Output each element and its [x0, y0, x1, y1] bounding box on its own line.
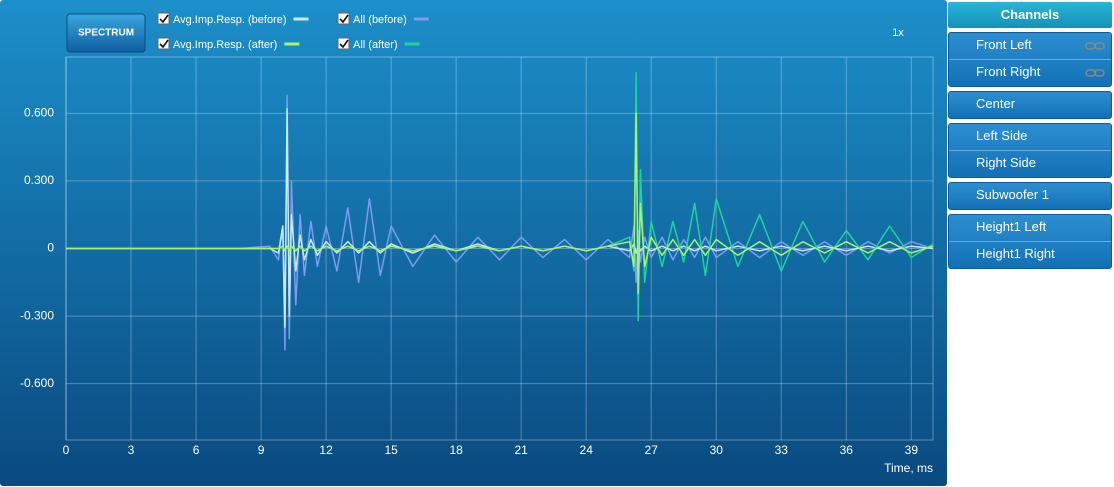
x-tick-label: 36 [840, 443, 854, 457]
checkbox[interactable] [337, 12, 350, 25]
checkmark[interactable] [339, 14, 349, 24]
channel-item[interactable]: Height1 Right [949, 241, 1111, 268]
channel-group: Height1 Left Height1 Right [948, 214, 1112, 269]
channel-item[interactable]: Front Left [949, 33, 1111, 59]
channels-panel: Channels Front Left Front Right Center Left… [948, 2, 1112, 269]
channel-group: Left Side Right Side [948, 123, 1112, 178]
channel-group: Front Left Front Right [948, 32, 1112, 87]
x-tick-label: 39 [905, 443, 919, 457]
x-tick-label: 30 [710, 443, 724, 457]
series-line [66, 94, 934, 351]
spectrum-button[interactable] [66, 13, 146, 53]
channel-item[interactable]: Center [976, 96, 1016, 111]
x-tick-label: 33 [775, 443, 789, 457]
channel-item[interactable]: Front Right [949, 59, 1111, 86]
checkmark[interactable] [159, 14, 169, 24]
checkbox[interactable] [157, 37, 170, 50]
y-tick-label: 0.600 [24, 105, 54, 119]
link-ring [1085, 42, 1096, 50]
checkbox[interactable] [157, 12, 170, 25]
channel-item[interactable]: Subwoofer 1 [976, 187, 1049, 202]
link-icon[interactable] [1085, 41, 1105, 51]
channel-item[interactable]: Right Side [949, 150, 1111, 177]
checkmark[interactable] [159, 39, 169, 49]
y-tick-label: 0 [47, 241, 54, 255]
legend-label[interactable]: Avg.Imp.Resp. (before) [173, 14, 287, 26]
channel-group: Subwoofer 1 [948, 182, 1112, 210]
y-tick-label: -0.300 [20, 308, 54, 322]
link-ring [1094, 42, 1105, 50]
checkmark[interactable] [339, 39, 349, 49]
x-axis-label: Time, ms [884, 461, 933, 475]
link-ring [1085, 69, 1096, 77]
x-tick-label: 12 [319, 443, 333, 457]
y-tick-label: -0.600 [20, 376, 54, 390]
y-tick-label: 0.300 [24, 173, 54, 187]
x-tick-label: 21 [514, 443, 528, 457]
x-tick-label: 0 [63, 443, 70, 457]
legend-label[interactable]: All (before) [353, 14, 407, 26]
series-line [66, 112, 934, 295]
link-ring [1094, 69, 1105, 77]
x-tick-label: 15 [384, 443, 398, 457]
zoom-label[interactable]: 1x [892, 27, 904, 39]
x-tick-label: 18 [449, 443, 463, 457]
checkbox[interactable] [337, 37, 350, 50]
channel-group: Center [948, 91, 1112, 119]
x-tick-label: 9 [258, 443, 265, 457]
x-tick-label: 24 [580, 443, 594, 457]
legend-label[interactable]: All (after) [353, 39, 398, 51]
link-icon[interactable] [1085, 68, 1105, 78]
chart: SPECTRUM 1x Time, ms -0.600 -0.300 0 0.300 0… [0, 0, 947, 486]
x-tick-label: 6 [193, 443, 200, 457]
channel-item[interactable]: Height1 Left [976, 219, 1047, 234]
channels-title: Channels [948, 2, 1112, 28]
x-tick-label: 3 [128, 443, 135, 457]
channel-item[interactable]: Left Side [976, 128, 1028, 143]
x-tick-label: 27 [645, 443, 659, 457]
legend-label[interactable]: Avg.Imp.Resp. (after) [173, 39, 277, 51]
button-label[interactable]: SPECTRUM [78, 28, 134, 39]
